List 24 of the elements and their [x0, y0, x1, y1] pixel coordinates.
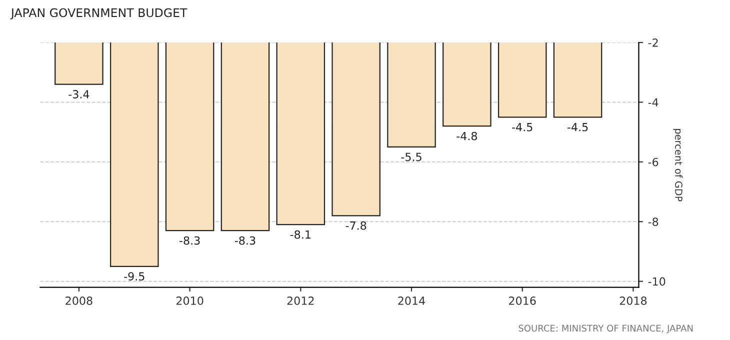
x-tick-label: 2016	[509, 296, 536, 305]
y-axis-title: percent of GDP	[673, 128, 683, 202]
data-label: -4.5	[567, 123, 588, 132]
x-tick-label: 2010	[176, 296, 204, 305]
y-tick-label: -2	[648, 38, 658, 47]
y-tick-label: -4	[648, 98, 658, 106]
data-label: -8.3	[234, 236, 256, 245]
data-label: -7.8	[346, 221, 366, 230]
x-tick-label: 2008	[66, 296, 92, 305]
data-label: -4.8	[456, 132, 478, 140]
y-tick-label: -8	[648, 218, 658, 226]
chart-title: JAPAN GOVERNMENT BUDGET	[10, 8, 188, 20]
y-tick-label: -6	[648, 158, 658, 166]
data-label: -3.4	[68, 90, 90, 98]
data-label: -8.3	[180, 236, 200, 245]
data-label: -9.5	[124, 272, 144, 281]
x-tick-label: 2018	[620, 296, 647, 305]
source-note: SOURCE: MINISTRY OF FINANCE, JAPAN	[518, 324, 693, 334]
data-label: -8.1	[290, 230, 310, 239]
y-tick-label: -10	[648, 277, 666, 286]
x-tick-label: 2014	[398, 296, 426, 305]
data-label: -5.5	[401, 152, 422, 162]
x-tick-label: 2012	[287, 296, 314, 305]
data-label: -4.5	[512, 123, 532, 132]
